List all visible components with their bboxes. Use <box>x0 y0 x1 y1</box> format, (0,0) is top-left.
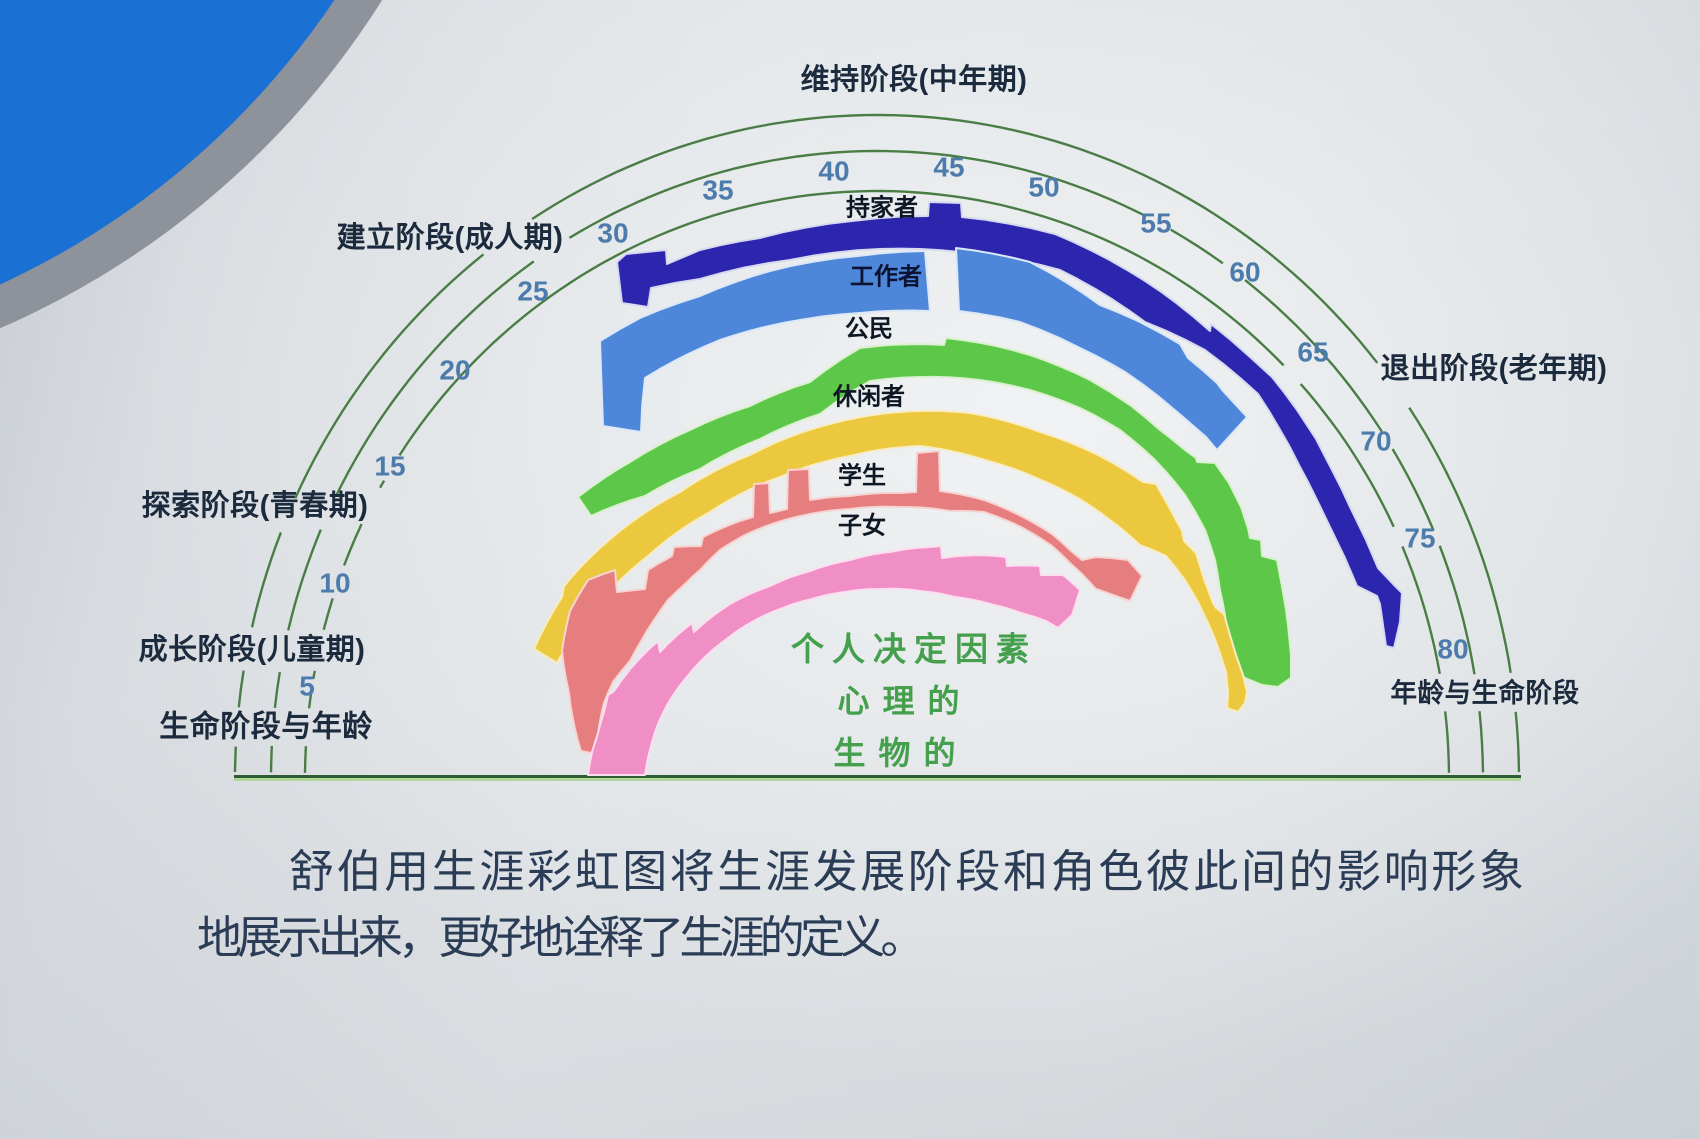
svg-text:5: 5 <box>299 671 315 702</box>
svg-text:75: 75 <box>1404 523 1435 554</box>
svg-text:30: 30 <box>597 218 628 249</box>
svg-text:维持阶段(中年期): 维持阶段(中年期) <box>801 62 1028 96</box>
svg-text:45: 45 <box>933 152 964 183</box>
svg-text:50: 50 <box>1028 172 1059 203</box>
svg-text:心理的: 心理的 <box>837 683 972 719</box>
svg-text:退出阶段(老年期): 退出阶段(老年期) <box>1381 351 1608 385</box>
svg-text:学生: 学生 <box>838 462 886 490</box>
svg-text:10: 10 <box>319 568 350 599</box>
svg-text:工作者: 工作者 <box>850 263 922 291</box>
svg-text:35: 35 <box>702 175 733 206</box>
svg-text:成长阶段(儿童期): 成长阶段(儿童期) <box>139 632 366 666</box>
svg-text:40: 40 <box>818 156 849 187</box>
svg-text:55: 55 <box>1140 208 1171 239</box>
svg-text:探索阶段(青春期): 探索阶段(青春期) <box>142 488 369 522</box>
svg-text:建立阶段(成人期): 建立阶段(成人期) <box>337 220 564 254</box>
svg-text:65: 65 <box>1297 337 1328 368</box>
svg-text:20: 20 <box>439 355 470 386</box>
svg-text:休闲者: 休闲者 <box>832 383 905 411</box>
svg-text:生命阶段与年龄: 生命阶段与年龄 <box>159 710 373 744</box>
svg-text:25: 25 <box>517 276 548 307</box>
svg-text:15: 15 <box>374 451 405 482</box>
svg-text:子女: 子女 <box>838 512 886 540</box>
svg-text:公民: 公民 <box>845 316 893 343</box>
svg-text:个人决定因素: 个人决定因素 <box>791 631 1037 668</box>
svg-text:持家者: 持家者 <box>846 194 918 222</box>
svg-text:80: 80 <box>1437 634 1468 665</box>
svg-text:60: 60 <box>1229 257 1260 288</box>
svg-text:年龄与生命阶段: 年龄与生命阶段 <box>1391 678 1580 708</box>
svg-text:70: 70 <box>1360 426 1391 457</box>
svg-text:生物的: 生物的 <box>833 735 968 771</box>
